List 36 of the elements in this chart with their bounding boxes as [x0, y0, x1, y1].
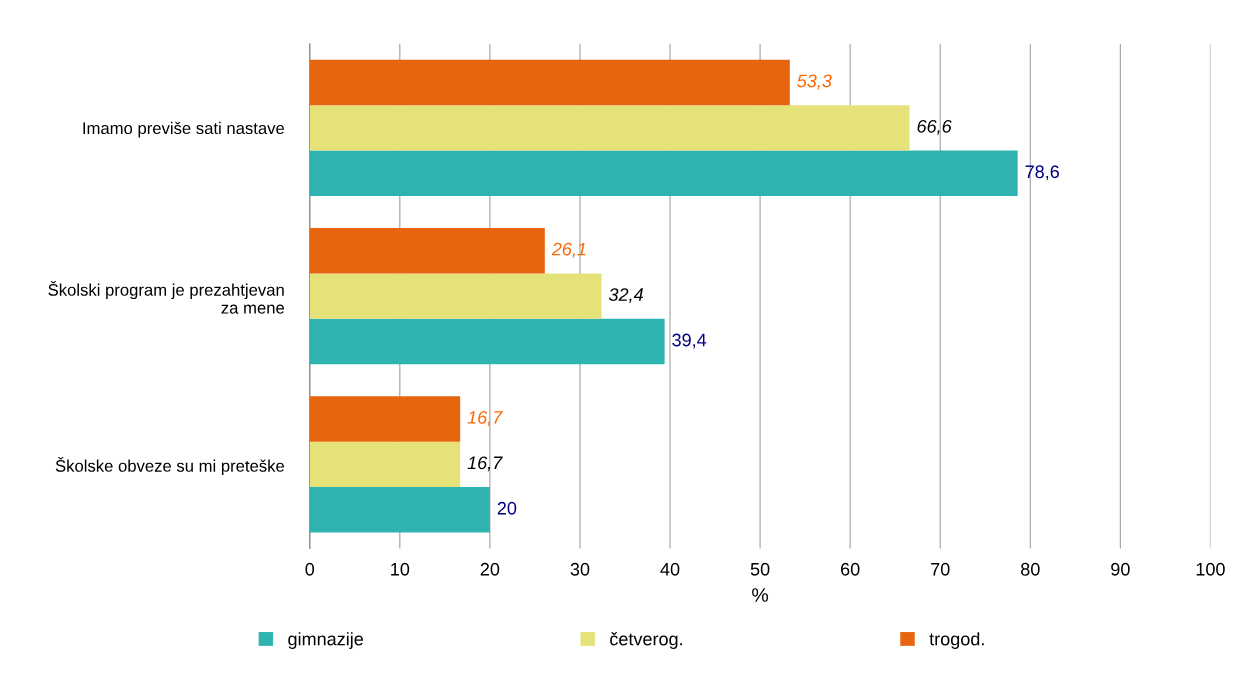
data-label: 78,6 [1025, 165, 1059, 181]
x-tick-label: 50 [750, 562, 770, 576]
data-label: 66,6 [917, 119, 952, 135]
x-tick-label: 10 [391, 562, 410, 576]
data-label: 39,4 [672, 333, 707, 349]
y-tick-label: Školski program je prezahtjevan za mene [48, 281, 285, 314]
x-tick-label: 30 [570, 562, 590, 576]
x-tick-label: 90 [1111, 562, 1130, 576]
bar [309, 227, 545, 274]
x-tick-label: 70 [931, 562, 950, 576]
x-tick-label: 100 [1196, 562, 1225, 576]
x-tick-label: 40 [660, 562, 680, 576]
y-tick-label: Školske obveze su mi preteške [55, 457, 285, 476]
bar [309, 487, 490, 533]
x-tick-label: 20 [480, 562, 500, 576]
legend-label: trogod. [929, 632, 984, 649]
data-label: 16,7 [467, 456, 503, 472]
x-tick-label: 80 [1021, 562, 1040, 576]
bar [309, 59, 790, 106]
bar [309, 273, 602, 319]
legend-label: gimnazije [288, 632, 363, 649]
data-label: 26,1 [551, 242, 586, 258]
data-label: 32,4 [608, 288, 643, 304]
x-axis-title: % [752, 588, 769, 602]
bar [309, 150, 1018, 197]
y-tick-label: Imamo previše sati nastave [83, 121, 285, 138]
data-label: 16,7 [467, 411, 503, 426]
bar [309, 318, 665, 365]
x-tick-label: 0 [305, 562, 315, 576]
bar [309, 396, 461, 442]
legend-label: četverog. [610, 632, 682, 649]
bar [309, 105, 910, 151]
data-label: 20 [497, 501, 517, 515]
x-tick-label: 60 [841, 562, 860, 576]
data-label: 53,3 [797, 74, 832, 90]
bar [309, 441, 461, 488]
